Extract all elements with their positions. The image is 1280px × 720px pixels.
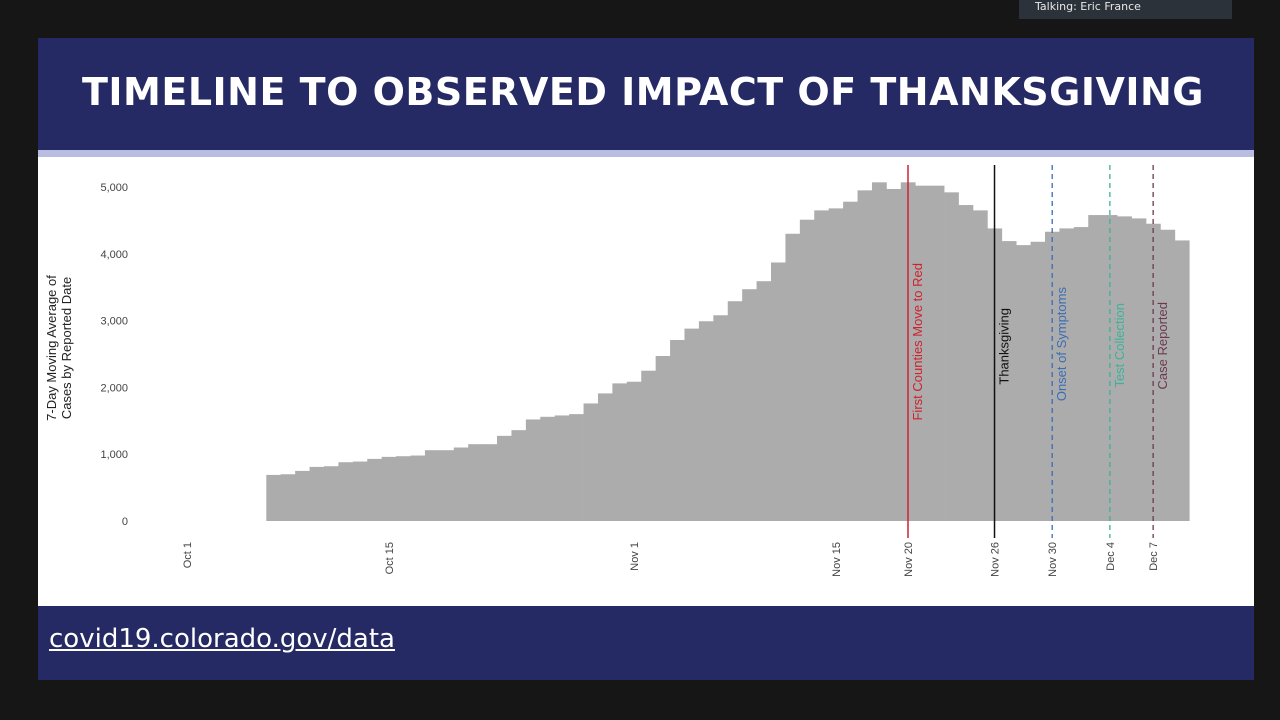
y-axis-label: 7-Day Moving Average of	[44, 275, 59, 421]
y-tick-label: 2,000	[100, 382, 128, 394]
bar	[1174, 240, 1190, 521]
annotation-label: Case Reported	[1155, 302, 1170, 389]
bar	[886, 189, 902, 521]
cases-bar-chart: 0 1,000 2,000 3,000 4,000 5,000 7-Day Moving A…	[44, 165, 1190, 577]
bar	[1160, 229, 1176, 521]
bar	[497, 435, 512, 521]
y-axis-label: Cases by Reported Date	[59, 277, 74, 419]
bar	[1117, 216, 1132, 521]
bar	[785, 233, 801, 521]
bar	[540, 416, 556, 521]
annotation-label: First Counties Move to Red	[910, 263, 925, 421]
x-tick-label: Nov 20	[903, 542, 915, 577]
title-divider	[38, 150, 1254, 157]
annotation-label: Test Collection	[1112, 303, 1127, 388]
bar	[1030, 241, 1046, 521]
bar	[742, 289, 757, 521]
bar	[684, 328, 700, 521]
bar	[799, 219, 815, 521]
bar	[338, 462, 354, 521]
bar	[525, 419, 541, 521]
bar	[583, 403, 599, 521]
bar	[1131, 218, 1147, 521]
bar	[1088, 215, 1104, 521]
x-tick-label: Nov 30	[1047, 542, 1059, 577]
y-tick-label: 5,000	[100, 182, 128, 194]
bar	[1001, 241, 1017, 521]
annotation-label: Thanksgiving	[997, 308, 1012, 385]
bar	[828, 208, 844, 521]
bar	[871, 182, 887, 521]
x-tick-label: Oct 1	[182, 542, 194, 568]
y-tick-label: 4,000	[100, 249, 128, 261]
bar	[972, 210, 988, 521]
bar	[266, 474, 282, 521]
bar	[655, 356, 671, 521]
bar	[612, 383, 628, 521]
bar	[915, 185, 931, 521]
bar	[352, 461, 368, 521]
bar	[511, 430, 527, 521]
bar	[843, 201, 858, 522]
x-tick-label: Nov 26	[990, 542, 1002, 577]
bar	[771, 262, 786, 521]
annotation-label: Onset of Symptoms	[1054, 287, 1069, 402]
bar	[1102, 215, 1118, 521]
bar	[713, 315, 729, 521]
bar	[641, 370, 657, 521]
x-tick-label: Dec 4	[1105, 542, 1117, 571]
bar	[1016, 245, 1031, 521]
bar	[468, 444, 484, 521]
active-speaker-indicator: Talking: Eric France	[1019, 0, 1232, 19]
bar	[482, 444, 498, 521]
bar	[367, 458, 383, 521]
active-speaker-label: Talking: Eric France	[1035, 0, 1141, 13]
bar	[554, 415, 570, 521]
x-tick-label: Dec 7	[1148, 542, 1160, 571]
bar	[857, 190, 873, 521]
bar	[323, 466, 339, 521]
title-band: TIMELINE TO OBSERVED IMPACT OF THANKSGIV…	[38, 38, 1254, 150]
slide-title: TIMELINE TO OBSERVED IMPACT OF THANKSGIV…	[82, 70, 1204, 114]
bar	[410, 455, 426, 521]
bar	[396, 456, 411, 521]
bar	[453, 447, 469, 521]
y-tick-label: 3,000	[100, 316, 128, 328]
bar	[439, 450, 455, 521]
bar	[958, 205, 974, 521]
bar	[929, 185, 945, 521]
x-tick-label: Nov 15	[831, 542, 843, 577]
bar	[1073, 227, 1089, 521]
bar	[1059, 228, 1075, 521]
bar	[424, 450, 440, 521]
x-tick-label: Nov 1	[629, 542, 641, 571]
bar	[597, 393, 613, 521]
bar	[727, 301, 743, 521]
bar	[569, 414, 584, 521]
bar	[626, 381, 642, 521]
y-tick-label: 1,000	[100, 449, 128, 461]
y-tick-label: 0	[122, 516, 128, 528]
presentation-slide: TIMELINE TO OBSERVED IMPACT OF THANKSGIV…	[38, 38, 1254, 680]
bar	[698, 321, 714, 521]
bar	[756, 281, 772, 521]
bar	[670, 339, 685, 521]
bar	[280, 474, 296, 521]
x-tick-label: Oct 15	[384, 542, 396, 574]
bar	[944, 192, 959, 521]
footer-band: covid19.colorado.gov/data	[38, 606, 1254, 680]
bar	[814, 210, 830, 521]
bar	[309, 466, 325, 521]
bar	[381, 456, 397, 521]
bar	[295, 470, 310, 521]
data-source-link[interactable]: covid19.colorado.gov/data	[49, 624, 395, 654]
